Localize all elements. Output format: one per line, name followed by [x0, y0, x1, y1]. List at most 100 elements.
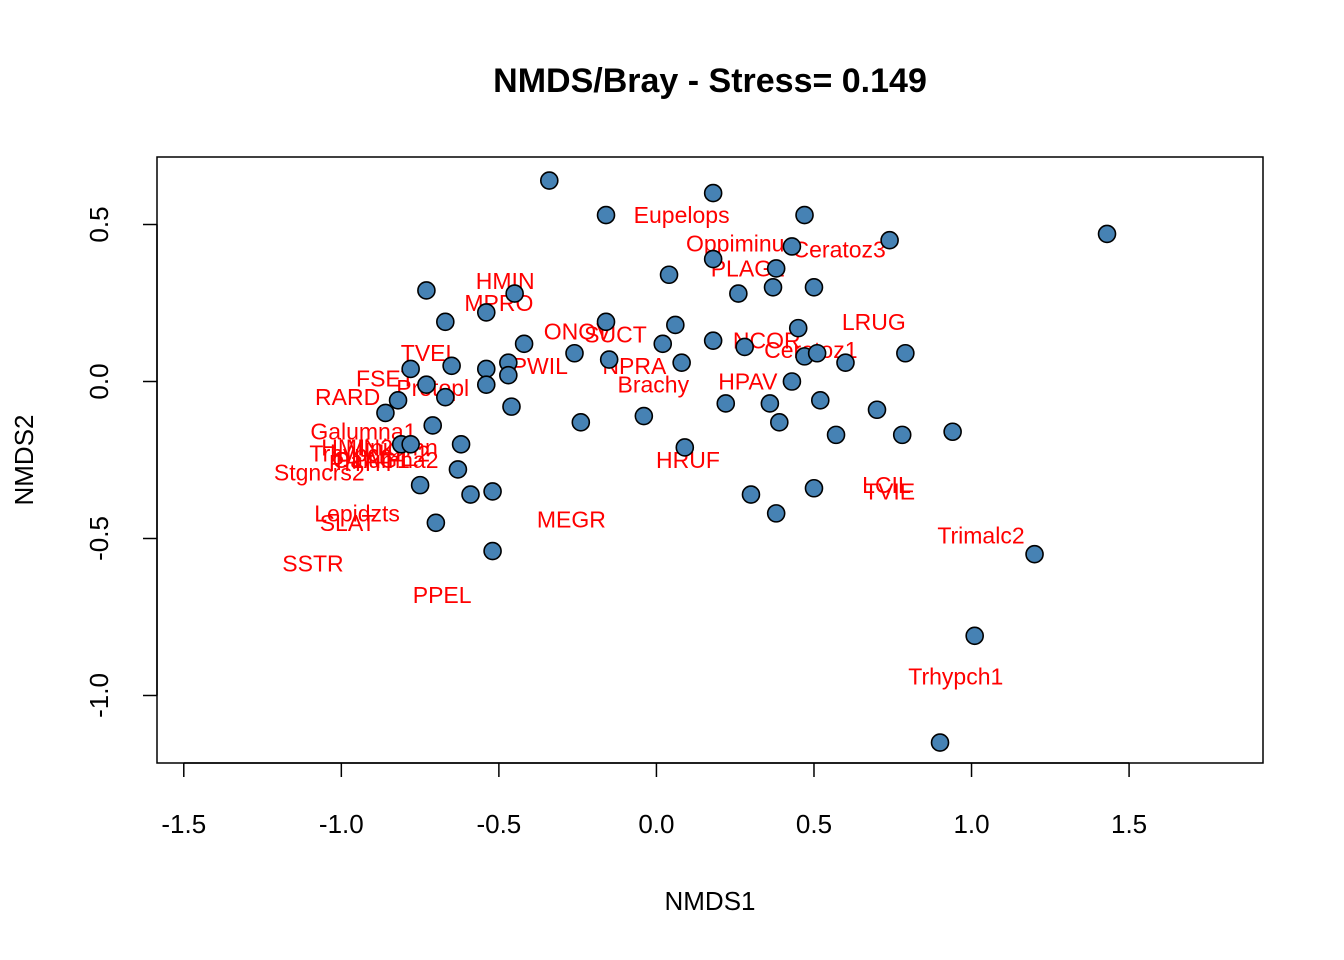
site-point — [766, 504, 786, 523]
site-point — [788, 318, 808, 338]
species-label: Trimalc2 — [937, 522, 1024, 548]
site-point — [599, 350, 619, 369]
site-point — [836, 353, 855, 372]
site-point — [782, 237, 802, 256]
site-points — [376, 171, 1117, 752]
species-label: TVIE — [864, 478, 915, 504]
x-axis-label: NMDS1 — [664, 886, 755, 916]
x-tick-label: -0.5 — [476, 809, 521, 839]
site-point — [807, 343, 827, 363]
species-label: Ceratoz3 — [793, 237, 886, 263]
species-label: SLAT — [320, 510, 376, 536]
species-label: Eupelops — [634, 202, 730, 228]
site-point — [476, 303, 496, 322]
site-point — [596, 312, 616, 332]
site-point — [476, 375, 496, 394]
site-point — [436, 387, 455, 407]
site-point — [729, 284, 748, 303]
site-point — [376, 403, 395, 423]
x-tick-label: -1.0 — [319, 809, 364, 839]
x-tick-label: -1.5 — [161, 809, 206, 839]
site-point — [930, 733, 950, 752]
species-label: PHTH — [329, 450, 392, 476]
species-label: PPEL — [413, 582, 472, 608]
site-point — [741, 485, 761, 504]
site-point — [417, 281, 436, 300]
site-point — [417, 375, 436, 394]
x-tick-label: 0.0 — [638, 809, 674, 839]
site-point — [659, 265, 679, 285]
species-label: RARD — [315, 384, 380, 410]
chart-title: NMDS/Bray - Stress= 0.149 — [493, 62, 927, 100]
species-label: HMIN — [476, 268, 535, 294]
site-point — [483, 482, 502, 501]
site-point — [505, 284, 524, 303]
species-label: HPAV — [718, 369, 778, 395]
site-point — [943, 422, 962, 442]
site-point — [675, 438, 695, 457]
site-point — [795, 205, 814, 225]
site-point — [810, 391, 830, 410]
y-tick-label: -1.0 — [84, 673, 114, 718]
species-label: MEGR — [537, 507, 606, 533]
site-point — [565, 343, 584, 363]
species-label: SSTR — [282, 551, 343, 577]
site-point — [476, 359, 496, 379]
site-point — [502, 397, 521, 416]
site-point — [571, 413, 591, 432]
site-point — [716, 394, 736, 413]
site-point — [672, 353, 691, 372]
y-tick-label: -0.5 — [84, 516, 114, 561]
site-point — [653, 334, 673, 354]
site-point — [826, 425, 846, 445]
site-point — [867, 400, 887, 420]
site-point — [499, 365, 518, 385]
site-point — [451, 435, 471, 454]
site-point — [436, 312, 455, 332]
site-point — [423, 416, 443, 435]
site-point — [401, 359, 420, 379]
site-point — [770, 413, 789, 432]
species-label: SUCT — [584, 321, 647, 347]
site-point — [735, 337, 754, 357]
site-point — [804, 278, 824, 297]
x-tick-label: 0.5 — [796, 809, 832, 839]
site-point — [703, 331, 723, 350]
species-label: Brachy — [617, 372, 689, 398]
site-point — [401, 435, 420, 454]
species-label: Lepidzts — [314, 500, 400, 526]
site-point — [483, 541, 502, 561]
site-point — [514, 334, 534, 354]
species-label: Stgncrs2 — [274, 460, 365, 486]
site-point — [448, 460, 468, 479]
site-point — [965, 626, 984, 646]
site-point — [703, 183, 723, 203]
site-point — [634, 406, 654, 426]
site-point — [896, 343, 915, 363]
site-point — [880, 230, 899, 250]
species-label: Galumna2 — [332, 447, 438, 473]
y-axis: -1.0 -0.5 0.0 0.5 — [84, 206, 158, 718]
y-axis-label: NMDS2 — [9, 414, 39, 505]
site-point — [410, 475, 430, 495]
x-axis: -1.5 -1.0 -0.5 0.0 0.5 1.0 1.5 — [161, 762, 1147, 839]
species-label: LCIL — [862, 472, 911, 498]
species-label: HMIN2 — [321, 434, 393, 460]
site-point — [763, 278, 783, 297]
site-point — [539, 171, 559, 190]
site-point — [892, 425, 912, 445]
site-point — [804, 478, 824, 498]
site-point — [703, 249, 723, 269]
y-tick-label: 0.5 — [84, 206, 114, 242]
site-point — [1097, 224, 1117, 244]
site-point — [461, 485, 480, 504]
site-point — [766, 259, 786, 278]
x-tick-label: 1.0 — [953, 809, 989, 839]
site-point — [782, 372, 802, 391]
site-point — [426, 513, 446, 533]
species-label: Miniglmn — [346, 434, 438, 460]
species-label: LRUG — [842, 309, 906, 335]
site-point — [760, 394, 780, 413]
